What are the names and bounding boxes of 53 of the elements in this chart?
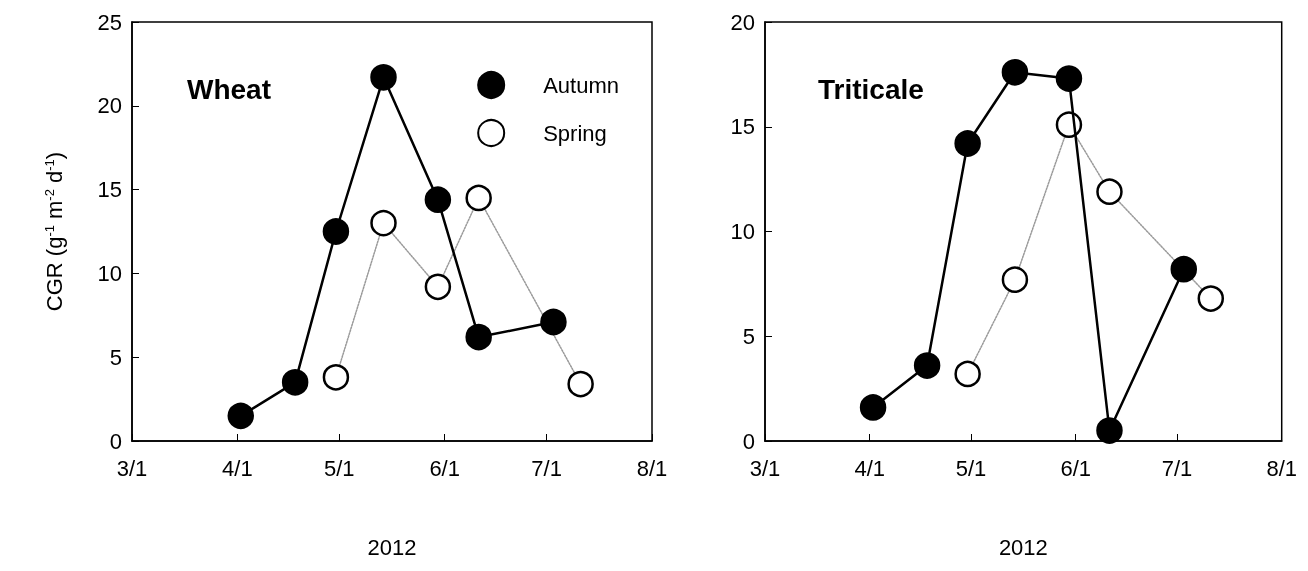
point	[1001, 266, 1029, 293]
x-axis-title: 2012	[998, 534, 1048, 560]
x-tick-label: 4/1	[854, 455, 885, 481]
legend-label: Autumn	[543, 72, 620, 98]
point	[954, 130, 981, 157]
x-tick-label: 8/1	[1266, 455, 1298, 481]
y-axis-title: CGR (g-1 m-2 d-1)	[42, 151, 67, 312]
point	[540, 308, 567, 336]
y-tick-label: 20	[97, 93, 122, 119]
y-tick-label: 0	[742, 428, 755, 454]
point	[322, 218, 350, 245]
point	[465, 323, 492, 351]
point	[227, 402, 255, 430]
x-tick-label: 4/1	[222, 455, 253, 481]
point	[424, 273, 452, 301]
point	[370, 209, 397, 237]
x-tick-label: 7/1	[531, 455, 562, 481]
y-tick-label: 20	[730, 9, 755, 35]
text: Triticale	[818, 73, 924, 105]
point	[370, 64, 397, 91]
point	[322, 364, 350, 391]
legend-label: Spring	[543, 120, 607, 146]
point	[1197, 285, 1225, 312]
y-tick-label: 15	[730, 114, 755, 140]
y-tick-label: 25	[97, 9, 122, 35]
point	[424, 186, 452, 213]
x-tick-label: 3/1	[116, 455, 148, 481]
point	[954, 360, 981, 388]
point	[567, 370, 594, 398]
point	[1055, 65, 1083, 92]
y-tick-label: 0	[109, 428, 122, 454]
x-axis-title: 2012	[367, 534, 417, 560]
point	[281, 369, 309, 396]
x-tick-label: 3/1	[749, 455, 781, 481]
x-tick-label: 5/1	[955, 455, 987, 481]
x-tick-label: 6/1	[1060, 455, 1091, 481]
point	[1170, 255, 1198, 283]
point	[1096, 417, 1123, 444]
y-tick-label: 15	[97, 177, 122, 203]
x-tick-label: 8/1	[636, 455, 668, 481]
point	[913, 352, 941, 379]
y-tick-label: 5	[742, 323, 755, 349]
text: Wheat	[187, 73, 271, 105]
point	[1096, 178, 1123, 205]
y-tick-label: 10	[730, 219, 755, 244]
x-tick-label: 7/1	[1161, 455, 1193, 481]
point	[465, 184, 492, 212]
x-tick-label: 6/1	[429, 455, 460, 481]
point	[859, 394, 887, 421]
point	[1001, 59, 1029, 86]
y-tick-label: 10	[97, 260, 122, 286]
x-tick-label: 5/1	[324, 455, 355, 481]
y-tick-label: 5	[109, 344, 122, 370]
